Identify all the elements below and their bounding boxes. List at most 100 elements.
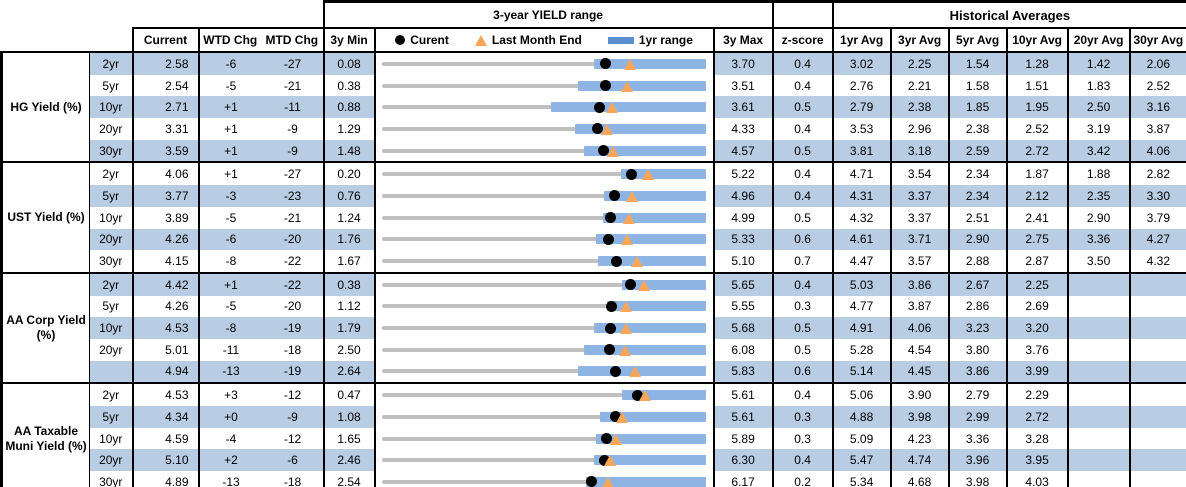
avg-value — [1129, 382, 1186, 406]
min-3y-value: 0.76 — [323, 185, 376, 207]
max-3y-value: 6.17 — [713, 471, 774, 487]
tenor-cell: 5yr — [89, 295, 134, 318]
range-track — [382, 414, 706, 419]
avg-value: 3.86 — [948, 360, 1008, 384]
avg-value: 2.99 — [948, 406, 1008, 428]
wtd-chg-value: -13 — [198, 471, 263, 487]
table-row: 5yr 2.54 -5 -21 0.38 3.51 0.4 2.76 2.21 1.58 1.51 1… — [2, 74, 1186, 97]
avg-value: 2.96 — [890, 118, 950, 140]
last-month-end-triangle — [603, 455, 616, 467]
last-month-end-triangle — [623, 212, 636, 224]
avg-value: 3.57 — [890, 250, 950, 273]
tenor-cell: 2yr — [89, 271, 134, 296]
mtd-chg-value: -20 — [262, 295, 325, 318]
mtd-chg-value: -21 — [262, 74, 325, 97]
range-track — [382, 215, 706, 220]
min-3y-value: 2.50 — [323, 338, 376, 361]
table-row: 30yr 4.15 -8 -22 1.67 5.10 0.7 4.47 3.57 2.88 2.87… — [2, 250, 1186, 273]
range-track — [382, 393, 706, 398]
table-body: HG Yield (%) 2yr 2.58 -6 -27 0.08 3.70 0.4 3.02 2… — [0, 50, 1186, 487]
current-dot — [600, 58, 612, 70]
avg-value: 4.88 — [832, 406, 892, 428]
z-score-value: 0.5 — [772, 206, 834, 229]
current-dot — [610, 255, 622, 267]
avg-value — [1067, 427, 1131, 450]
range-chart — [374, 295, 715, 318]
avg-value: 1.87 — [1006, 161, 1069, 186]
group-label: AA Corp Yield (%) — [0, 271, 90, 384]
avg-value: 3.37 — [890, 185, 950, 207]
range-bar-1yr — [622, 390, 706, 401]
wtd-chg-value: +1 — [198, 139, 263, 163]
min-3y-value: 1.29 — [323, 118, 376, 140]
tenor-cell: 5yr — [89, 406, 134, 428]
range-bar-1yr — [550, 102, 706, 113]
max-3y-value: 5.10 — [713, 250, 774, 273]
avg-value: 3.30 — [1129, 185, 1186, 207]
current-dot — [606, 300, 618, 312]
avg-value: 4.32 — [1129, 250, 1186, 273]
range-chart — [374, 51, 715, 75]
column-header-5yr-avg: 5yr Avg — [948, 28, 1008, 53]
tenor-cell: 20yr — [89, 118, 134, 140]
top-left-blank — [2, 2, 324, 29]
range-chart — [374, 206, 715, 229]
avg-value: 3.54 — [890, 161, 950, 186]
range-track — [382, 148, 706, 153]
mtd-chg-value: -6 — [262, 449, 325, 472]
avg-value: 4.23 — [890, 427, 950, 450]
tenor-cell: 2yr — [89, 51, 134, 75]
last-month-end-triangle — [606, 102, 619, 114]
range-track — [382, 237, 706, 242]
avg-value: 1.28 — [1006, 51, 1069, 75]
last-month-end-triangle — [619, 323, 632, 335]
avg-value: 2.35 — [1067, 185, 1131, 207]
avg-value: 3.18 — [890, 139, 950, 163]
current-value: 3.31 — [132, 118, 200, 140]
z-score-value: 0.3 — [772, 427, 834, 450]
wtd-chg-value: -8 — [198, 317, 263, 339]
mtd-chg-value: -9 — [262, 406, 325, 428]
range-legend: Curent Last Month End 1yr range — [374, 28, 715, 53]
legend-current: Curent — [395, 33, 449, 47]
legend-current-label: Curent — [410, 33, 449, 47]
max-3y-value: 3.61 — [713, 96, 774, 119]
range-chart — [374, 185, 715, 207]
max-3y-value: 5.68 — [713, 317, 774, 339]
wtd-chg-value: +2 — [198, 449, 263, 472]
table-row: 5yr 4.26 -5 -20 1.12 5.55 0.3 4.77 3.87 2.86 2.69 — [2, 295, 1186, 318]
current-value: 5.01 — [132, 338, 200, 361]
avg-value: 5.14 — [832, 360, 892, 384]
avg-value: 2.21 — [890, 74, 950, 97]
current-value: 5.10 — [132, 449, 200, 472]
avg-value — [1129, 471, 1186, 487]
mtd-chg-value: -22 — [262, 250, 325, 273]
min-3y-value: 2.46 — [323, 449, 376, 472]
range-track — [382, 304, 706, 309]
range-chart — [374, 382, 715, 406]
range-track — [382, 458, 706, 463]
last-month-end-triangle — [609, 433, 622, 445]
avg-value — [1129, 338, 1186, 361]
mtd-chg-value: -22 — [262, 271, 325, 296]
avg-value: 3.36 — [1067, 228, 1131, 251]
avg-value: 4.03 — [1006, 471, 1069, 487]
table-row: 5yr 4.34 +0 -9 1.08 5.61 0.3 4.88 3.98 2.99 2.72 — [2, 406, 1186, 428]
tenor-cell: 10yr — [89, 96, 134, 119]
column-header-wtd: WTD Chg — [203, 33, 258, 47]
column-header-current: Current — [131, 27, 200, 53]
table-row: 5yr 3.77 -3 -23 0.76 4.96 0.4 4.31 3.37 2.34 2.12 2… — [2, 185, 1186, 207]
table-row: 4.94 -13 -19 2.64 5.83 0.6 5.14 4.45 3.86 3.99 — [2, 360, 1186, 384]
z-score-value: 0.6 — [772, 228, 834, 251]
min-3y-value: 1.24 — [323, 206, 376, 229]
current-value: 4.89 — [132, 471, 200, 487]
z-score-value: 0.4 — [772, 449, 834, 472]
wtd-chg-value: +3 — [198, 382, 263, 406]
avg-value: 3.50 — [1067, 250, 1131, 273]
avg-value: 3.98 — [948, 471, 1008, 487]
z-score-value: 0.4 — [772, 185, 834, 207]
avg-value: 5.47 — [832, 449, 892, 472]
range-bar-1yr — [603, 212, 706, 223]
current-value: 3.59 — [132, 139, 200, 163]
range-track — [382, 83, 706, 88]
